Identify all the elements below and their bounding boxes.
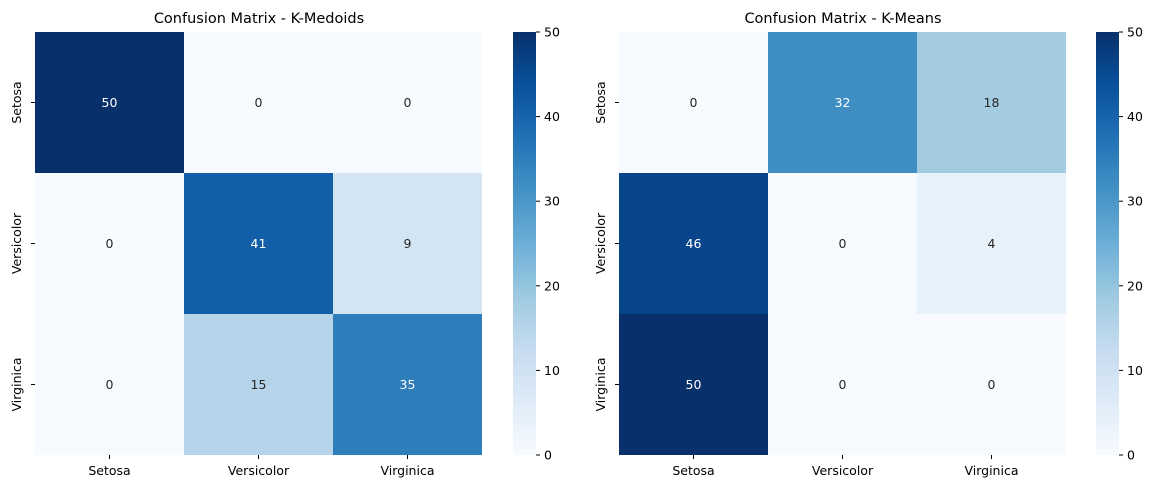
heatmap-cell (768, 314, 917, 455)
heatmap-cell (184, 314, 333, 455)
cell-value-label: 0 (988, 377, 996, 392)
heatmap-cell (917, 314, 1066, 455)
heatmap-panel-kmedoids: Confusion Matrix - K-Medoids 50 0 0 0 41 9 0 15… (9, 11, 560, 478)
chart-title: Confusion Matrix - K-Means (744, 11, 941, 27)
heatmap-cell (333, 173, 482, 314)
heatmap-cell (917, 32, 1066, 173)
cell-value-label: 0 (106, 236, 114, 251)
x-tick-label: Setosa (672, 463, 714, 478)
colorbar-tick-label: 10 (544, 363, 560, 378)
heatmap-cell (184, 32, 333, 173)
heatmap-cell (619, 173, 768, 314)
colorbar: 0 10 20 30 40 50 (513, 25, 560, 463)
colorbar-tick-label: 50 (544, 25, 560, 40)
cell-value-label: 46 (686, 236, 702, 251)
colorbar: 0 10 20 30 40 50 (1096, 25, 1143, 463)
cell-value-label: 0 (690, 95, 698, 110)
axis-ticks: Setosa Versicolor Virginica Setosa Versicolo… (9, 81, 435, 478)
y-tick-label: Virginica (593, 357, 608, 411)
colorbar-tick-label: 0 (1127, 448, 1135, 463)
cell-value-label: 50 (686, 377, 702, 392)
heatmap-cell (333, 314, 482, 455)
y-tick-label: Virginica (9, 357, 24, 411)
heatmap-cell (35, 32, 184, 173)
colorbar-tick-label: 20 (1127, 278, 1143, 293)
cell-value-label: 9 (404, 236, 412, 251)
heatmap-cells: 0 32 18 46 0 4 50 0 0 (619, 32, 1066, 455)
cell-value-label: 0 (255, 95, 263, 110)
cell-value-label: 0 (404, 95, 412, 110)
heatmap-cell (35, 173, 184, 314)
colorbar-tick-label: 20 (544, 278, 560, 293)
cell-value-label: 41 (251, 236, 267, 251)
heatmap-cell (35, 314, 184, 455)
x-tick-label: Versicolor (228, 463, 290, 478)
heatmap-cells: 50 0 0 0 41 9 0 15 35 (35, 32, 482, 455)
heatmap-cell (768, 173, 917, 314)
heatmap-cell (333, 32, 482, 173)
cell-value-label: 0 (839, 377, 847, 392)
cell-value-label: 50 (102, 95, 118, 110)
cell-value-label: 4 (988, 236, 996, 251)
cell-value-label: 18 (984, 95, 1000, 110)
colorbar-tick-label: 30 (1127, 194, 1143, 209)
heatmap-cell (619, 32, 768, 173)
heatmap-cell (917, 173, 1066, 314)
colorbar-tick-label: 40 (1127, 109, 1143, 124)
cell-value-label: 0 (106, 377, 114, 392)
x-tick-label: Versicolor (812, 463, 874, 478)
x-tick-label: Virginica (380, 463, 434, 478)
chart-title: Confusion Matrix - K-Medoids (154, 11, 364, 27)
heatmap-cell (184, 173, 333, 314)
axis-ticks: Setosa Versicolor Virginica Setosa Versicolo… (593, 81, 1019, 478)
colorbar-tick-label: 40 (544, 109, 560, 124)
y-tick-label: Setosa (9, 81, 24, 123)
heatmap-cell (768, 32, 917, 173)
cell-value-label: 32 (835, 95, 851, 110)
colorbar-tick-label: 10 (1127, 363, 1143, 378)
colorbar-tick-label: 50 (1127, 25, 1143, 40)
heatmap-cell (619, 314, 768, 455)
x-tick-label: Setosa (88, 463, 130, 478)
colorbar-tick-label: 0 (544, 448, 552, 463)
y-tick-label: Setosa (593, 81, 608, 123)
cell-value-label: 0 (839, 236, 847, 251)
colorbar-gradient (1096, 32, 1119, 455)
cell-value-label: 15 (251, 377, 267, 392)
colorbar-gradient (513, 32, 536, 455)
colorbar-tick-label: 30 (544, 194, 560, 209)
y-tick-label: Versicolor (9, 212, 24, 274)
y-tick-label: Versicolor (593, 212, 608, 274)
cell-value-label: 35 (400, 377, 416, 392)
x-tick-label: Virginica (964, 463, 1018, 478)
